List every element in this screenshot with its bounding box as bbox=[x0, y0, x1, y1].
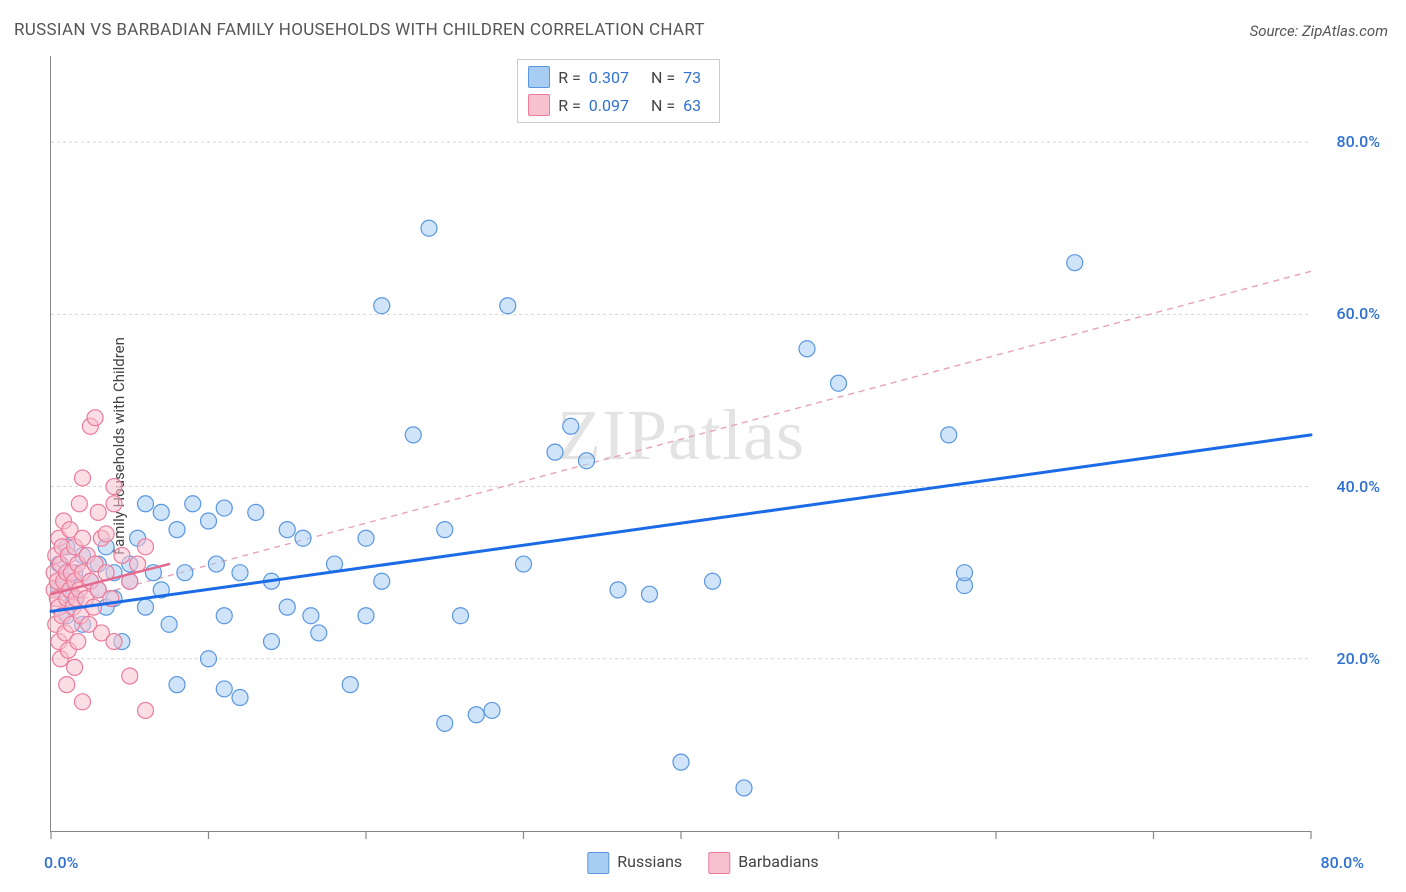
n-value: 63 bbox=[683, 96, 701, 115]
y-tick-label: 80.0% bbox=[1336, 132, 1380, 151]
r-label: R = bbox=[558, 96, 581, 115]
x-tick-label: 0.0% bbox=[44, 853, 78, 872]
legend-row: R = 0.097 N = 63 bbox=[528, 94, 701, 116]
r-value: 0.097 bbox=[589, 96, 629, 115]
series-legend: Russians Barbadians bbox=[587, 852, 818, 874]
chart-container: RUSSIAN VS BARBADIAN FAMILY HOUSEHOLDS W… bbox=[0, 0, 1406, 892]
x-tick-label: 80.0% bbox=[1320, 853, 1364, 872]
y-tick-label: 40.0% bbox=[1336, 477, 1380, 496]
r-value: 0.307 bbox=[589, 68, 629, 87]
source-label: Source: ZipAtlas.com bbox=[1250, 22, 1388, 40]
r-label: R = bbox=[558, 68, 581, 87]
y-tick-label: 60.0% bbox=[1336, 304, 1380, 323]
legend-label: Russians bbox=[617, 852, 682, 871]
n-value: 73 bbox=[683, 68, 701, 87]
n-label: N = bbox=[651, 68, 675, 87]
legend-swatch bbox=[708, 852, 730, 874]
legend-swatch bbox=[528, 94, 550, 116]
legend-item: Russians bbox=[587, 852, 682, 874]
legend-row: R = 0.307 N = 73 bbox=[528, 66, 701, 88]
legend-item: Barbadians bbox=[708, 852, 819, 874]
y-tick-label: 20.0% bbox=[1336, 649, 1380, 668]
scatter-plot bbox=[51, 56, 1311, 831]
chart-title: RUSSIAN VS BARBADIAN FAMILY HOUSEHOLDS W… bbox=[14, 20, 705, 40]
legend-label: Barbadians bbox=[738, 852, 819, 871]
legend-swatch bbox=[528, 66, 550, 88]
n-label: N = bbox=[651, 96, 675, 115]
correlation-legend: R = 0.307 N = 73 R = 0.097 N = 63 bbox=[517, 59, 720, 123]
legend-swatch bbox=[587, 852, 609, 874]
plot-area: ZIPatlas R =0.307N =73R =0.097N =63 bbox=[50, 56, 1311, 832]
